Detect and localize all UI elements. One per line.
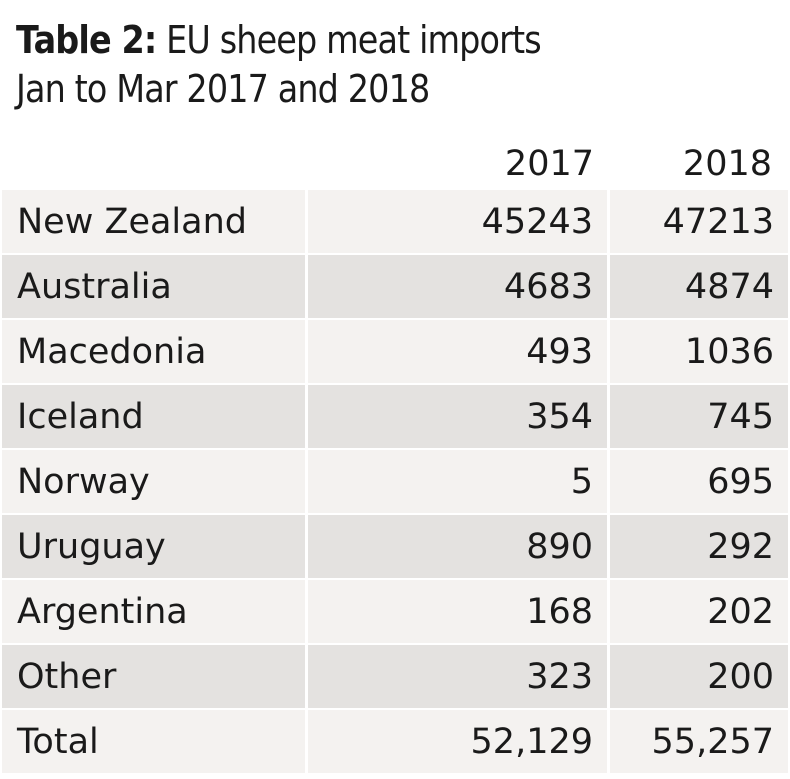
country-cell: New Zealand [2,190,308,255]
title-line-1: Table 2: EU sheep meat imports [16,16,694,65]
table-row: Australia 4683 4874 [2,255,788,320]
table-row: Uruguay 890 292 [2,515,788,580]
header-country [2,138,308,190]
country-cell: Uruguay [2,515,308,580]
value-2018-cell: 47213 [610,190,788,255]
value-2017-cell: 52,129 [308,710,610,775]
value-2018-cell: 4874 [610,255,788,320]
value-2018-cell: 695 [610,450,788,515]
country-cell: Argentina [2,580,308,645]
total-row: Total 52,129 55,257 [2,710,788,775]
imports-table-container: 2017 2018 New Zealand 45243 47213 Australia… [2,138,788,775]
value-2018-cell: 745 [610,385,788,450]
title-line-2: Jan to Mar 2017 and 2018 [16,67,430,111]
value-2017-cell: 493 [308,320,610,385]
value-2018-cell: 292 [610,515,788,580]
header-2018: 2018 [610,138,788,190]
country-cell: Australia [2,255,308,320]
value-2017-cell: 4683 [308,255,610,320]
value-2017-cell: 890 [308,515,610,580]
table-row: Other 323 200 [2,645,788,710]
value-2017-cell: 168 [308,580,610,645]
table-row: Norway 5 695 [2,450,788,515]
value-2017-cell: 45243 [308,190,610,255]
table-title: Table 2: EU sheep meat imports Jan to Ma… [16,16,786,114]
title-main: EU sheep meat imports [166,18,541,62]
table-row: Argentina 168 202 [2,580,788,645]
value-2018-cell: 1036 [610,320,788,385]
country-cell: Iceland [2,385,308,450]
title-prefix: Table 2: [16,18,157,62]
imports-table: 2017 2018 New Zealand 45243 47213 Australia… [2,138,788,775]
value-2018-cell: 200 [610,645,788,710]
table-row: New Zealand 45243 47213 [2,190,788,255]
header-row: 2017 2018 [2,138,788,190]
value-2018-cell: 202 [610,580,788,645]
table-row: Iceland 354 745 [2,385,788,450]
value-2017-cell: 5 [308,450,610,515]
header-2017: 2017 [308,138,610,190]
value-2017-cell: 354 [308,385,610,450]
country-cell: Other [2,645,308,710]
country-cell: Macedonia [2,320,308,385]
country-cell: Total [2,710,308,775]
value-2017-cell: 323 [308,645,610,710]
table-body: New Zealand 45243 47213 Australia 4683 4874 Ma… [2,190,788,775]
country-cell: Norway [2,450,308,515]
value-2018-cell: 55,257 [610,710,788,775]
table-row: Macedonia 493 1036 [2,320,788,385]
